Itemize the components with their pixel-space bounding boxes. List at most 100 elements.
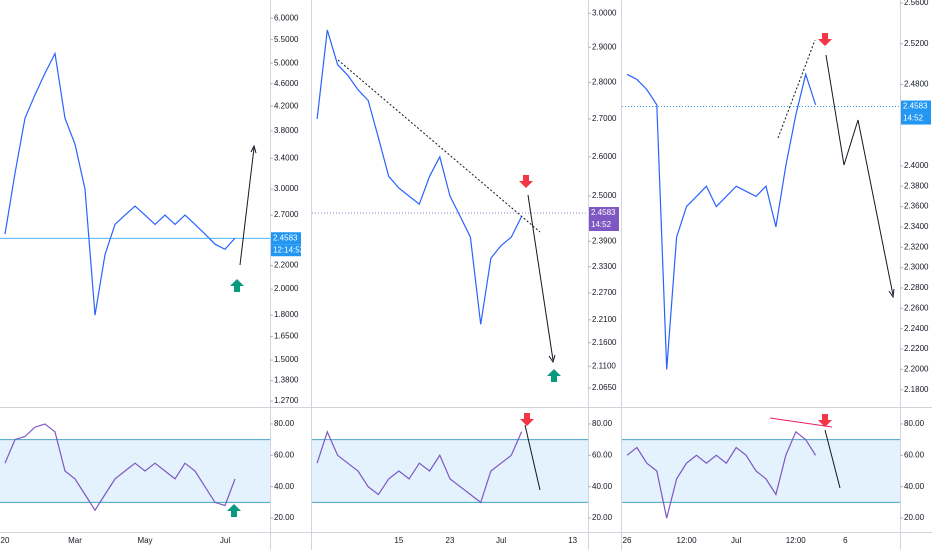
y-tick-label: 2.3800 bbox=[904, 181, 929, 190]
y-tick-label: 2.3000 bbox=[904, 263, 929, 272]
rsi-tick-label: 40.00 bbox=[274, 482, 295, 491]
rsi-band bbox=[0, 439, 270, 503]
up-arrow bbox=[230, 279, 244, 292]
divergence-line bbox=[769, 417, 833, 428]
rsi-tick-label: 20.00 bbox=[274, 513, 295, 522]
y-tick-label: 2.0000 bbox=[274, 284, 299, 293]
x-tick-label: Jul bbox=[496, 536, 506, 545]
rsi-tick-label: 60.00 bbox=[592, 450, 613, 459]
y-tick-label: 2.6000 bbox=[592, 152, 617, 161]
y-tick-label: 4.2000 bbox=[274, 101, 299, 110]
y-tick-label: 2.3900 bbox=[592, 236, 617, 245]
rsi-band bbox=[622, 439, 900, 503]
y-tick-label: 2.2000 bbox=[904, 364, 929, 373]
y-tick-label: 2.3600 bbox=[904, 202, 929, 211]
y-tick-label: 5.5000 bbox=[274, 35, 299, 44]
drawings bbox=[239, 39, 895, 491]
rsi-tick-label: 80.00 bbox=[592, 419, 613, 428]
x-tick-label: 15 bbox=[394, 536, 403, 545]
rsi-tick-label: 80.00 bbox=[274, 419, 295, 428]
y-tick-label: 2.9000 bbox=[592, 42, 617, 51]
y-tick-label: 2.3300 bbox=[592, 262, 617, 271]
x-tick-label: 20 bbox=[1, 536, 10, 545]
rsi-tick-label: 80.00 bbox=[904, 419, 925, 428]
last-price-box bbox=[901, 100, 931, 113]
x-tick-label: Mar bbox=[68, 536, 82, 545]
rsi-line bbox=[626, 430, 817, 519]
down-arrow bbox=[519, 175, 533, 188]
y-tick-label: 2.2100 bbox=[592, 315, 617, 324]
y-tick-label: 2.5600 bbox=[904, 0, 929, 7]
y-tick-label: 1.3800 bbox=[274, 376, 299, 385]
countdown-label: 14:52 bbox=[591, 220, 612, 229]
rsi-tick-label: 40.00 bbox=[904, 482, 925, 491]
price-line bbox=[4, 51, 236, 316]
rsi-tick-label: 20.00 bbox=[592, 513, 613, 522]
y-tick-label: 2.7000 bbox=[592, 114, 617, 123]
y-tick-label: 2.2000 bbox=[274, 261, 299, 270]
x-tick-label: May bbox=[137, 536, 152, 545]
last-price-label: 2.4583 bbox=[591, 208, 616, 217]
projection-arrow bbox=[239, 147, 255, 266]
rsi-band bbox=[312, 439, 588, 503]
rsi-tick-label: 60.00 bbox=[274, 450, 295, 459]
trend-line bbox=[777, 39, 816, 139]
y-tick-label: 4.6000 bbox=[274, 79, 299, 88]
arrow-head bbox=[548, 354, 556, 364]
y-tick-label: 2.7000 bbox=[274, 210, 299, 219]
y-tick-label: 2.4000 bbox=[904, 161, 929, 170]
projection-arrow bbox=[825, 54, 894, 296]
y-tick-label: 2.2800 bbox=[904, 283, 929, 292]
projection-arrow bbox=[524, 424, 541, 491]
y-tick-label: 2.1800 bbox=[904, 385, 929, 394]
x-tick-label: Jul bbox=[731, 536, 741, 545]
y-tick-label: 2.5200 bbox=[904, 39, 929, 48]
y-tick-label: 2.4800 bbox=[904, 80, 929, 89]
rsi-tick-label: 20.00 bbox=[904, 513, 925, 522]
rsi-tick-label: 40.00 bbox=[592, 482, 613, 491]
x-tick-label: 26 bbox=[623, 536, 632, 545]
down-arrow bbox=[818, 33, 832, 46]
countdown-label: 14:52 bbox=[903, 114, 924, 123]
x-tick-label: 23 bbox=[446, 536, 455, 545]
rsi-line bbox=[4, 423, 236, 512]
rsi-tick-label: 60.00 bbox=[904, 450, 925, 459]
y-tick-label: 2.3200 bbox=[904, 242, 929, 251]
x-tick-label: 13 bbox=[568, 536, 577, 545]
y-tick-label: 3.0000 bbox=[274, 184, 299, 193]
y-tick-label: 2.0650 bbox=[592, 383, 617, 392]
y-tick-label: 2.3400 bbox=[904, 222, 929, 231]
last-price-box bbox=[589, 207, 619, 220]
y-tick-label: 3.8000 bbox=[274, 126, 299, 135]
down-arrow bbox=[520, 413, 534, 426]
y-tick-label: 2.1100 bbox=[592, 361, 616, 370]
price-line bbox=[316, 29, 523, 325]
y-tick-label: 3.0000 bbox=[592, 8, 617, 17]
up-arrow bbox=[227, 504, 241, 517]
y-tick-label: 2.2600 bbox=[904, 303, 929, 312]
y-tick-label: 2.8000 bbox=[592, 78, 617, 87]
y-tick-label: 3.4000 bbox=[274, 153, 299, 162]
y-tick-label: 1.5000 bbox=[274, 355, 299, 364]
y-tick-label: 2.2400 bbox=[904, 324, 929, 333]
price-line bbox=[626, 72, 817, 370]
y-tick-label: 2.2200 bbox=[904, 344, 929, 353]
x-tick-label: 12:00 bbox=[786, 536, 807, 545]
countdown-box bbox=[271, 244, 301, 257]
arrow-head bbox=[250, 144, 257, 154]
countdown-label: 12:14:52 bbox=[273, 245, 305, 254]
rsi-line bbox=[316, 430, 523, 504]
trend-line bbox=[337, 59, 541, 233]
y-tick-label: 1.6500 bbox=[274, 332, 299, 341]
arrow-head bbox=[888, 288, 895, 299]
y-tick-label: 2.2700 bbox=[592, 288, 617, 297]
last-price-box bbox=[271, 232, 301, 245]
y-tick-label: 2.5000 bbox=[592, 191, 617, 200]
x-tick-label: 12:00 bbox=[677, 536, 698, 545]
y-tick-label: 1.8000 bbox=[274, 310, 299, 319]
projection-arrow bbox=[527, 194, 554, 361]
projection-arrow bbox=[824, 429, 841, 489]
